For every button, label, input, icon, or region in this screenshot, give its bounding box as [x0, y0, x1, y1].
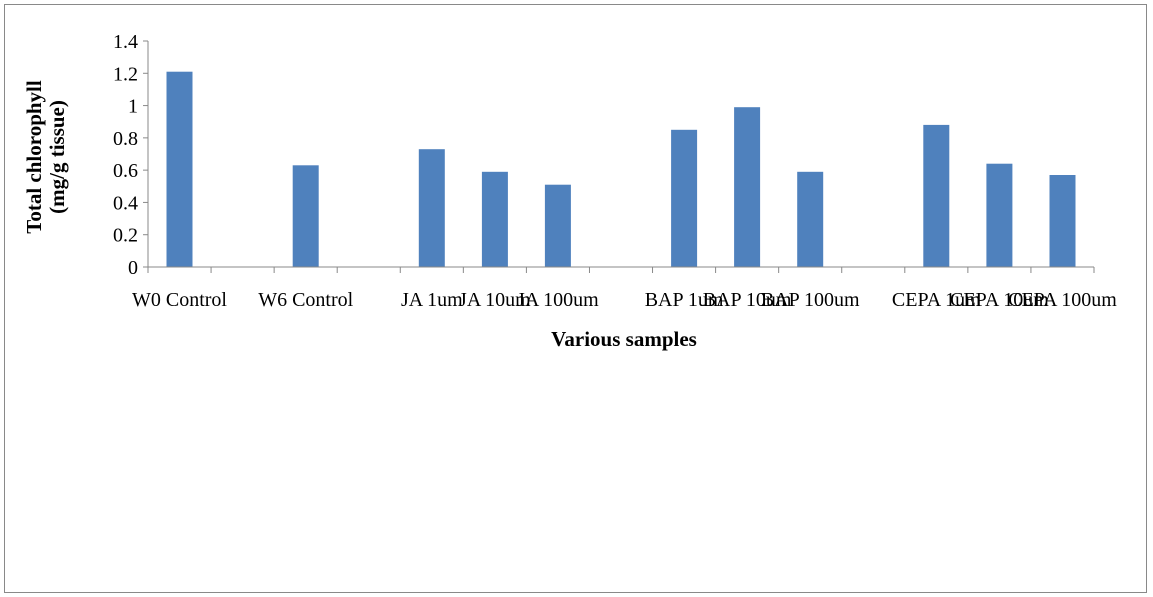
x-tick-label: W0 Control	[132, 289, 227, 311]
y-axis-ticks	[143, 40, 148, 268]
bar	[481, 171, 508, 267]
chart-frame: 0 0.2 0.4 0.6 0.8 1 1.2 1.4 W0 Control W6 Contro…	[4, 4, 1147, 593]
x-axis-ticks	[147, 267, 1095, 273]
x-tick-label: CEPA 100um	[1008, 289, 1117, 311]
bar	[1049, 175, 1076, 267]
x-tick-label: BAP 10um	[703, 289, 792, 311]
y-axis-title-line-1: Total chlorophyll	[22, 80, 46, 234]
x-tick-label: JA 1um	[401, 289, 463, 311]
x-tick-label: W6 Control	[258, 289, 353, 311]
y-tick-label: 0.8	[113, 128, 138, 150]
bar	[734, 107, 761, 267]
chart-svg: 0 0.2 0.4 0.6 0.8 1 1.2 1.4 W0 Control W6 Contro…	[22, 31, 1117, 351]
bar	[418, 149, 445, 267]
y-tick-label: 1.2	[113, 63, 138, 85]
y-tick-label: 0.2	[113, 225, 138, 247]
bar	[166, 71, 193, 267]
y-tick-label: 1.4	[113, 31, 138, 53]
x-tick-label: CEPA 10um	[950, 289, 1049, 311]
y-tick-label: 0	[128, 257, 138, 279]
y-tick-label: 1	[128, 96, 138, 118]
bar	[671, 129, 698, 267]
bar	[544, 184, 571, 267]
y-tick-labels: 0 0.2 0.4 0.6 0.8 1 1.2 1.4	[113, 31, 138, 279]
bar	[797, 171, 824, 267]
y-tick-label: 0.4	[113, 192, 138, 214]
y-axis-title: Total chlorophyll (mg/g tissue)	[22, 80, 69, 234]
x-tick-label: BAP 100um	[761, 289, 860, 311]
bar	[986, 163, 1013, 267]
y-axis-title-line-2: (mg/g tissue)	[45, 100, 69, 214]
x-axis-title: Various samples	[551, 327, 697, 351]
bars-layer	[166, 71, 1076, 268]
x-tick-label: CEPA 1um	[892, 289, 981, 311]
x-tick-label: JA 10um	[459, 289, 531, 311]
bar	[292, 165, 319, 267]
y-tick-label: 0.6	[113, 160, 138, 182]
bar	[923, 124, 950, 268]
x-tick-label: BAP 1um	[645, 289, 724, 311]
x-tick-label: JA 100um	[517, 289, 599, 311]
